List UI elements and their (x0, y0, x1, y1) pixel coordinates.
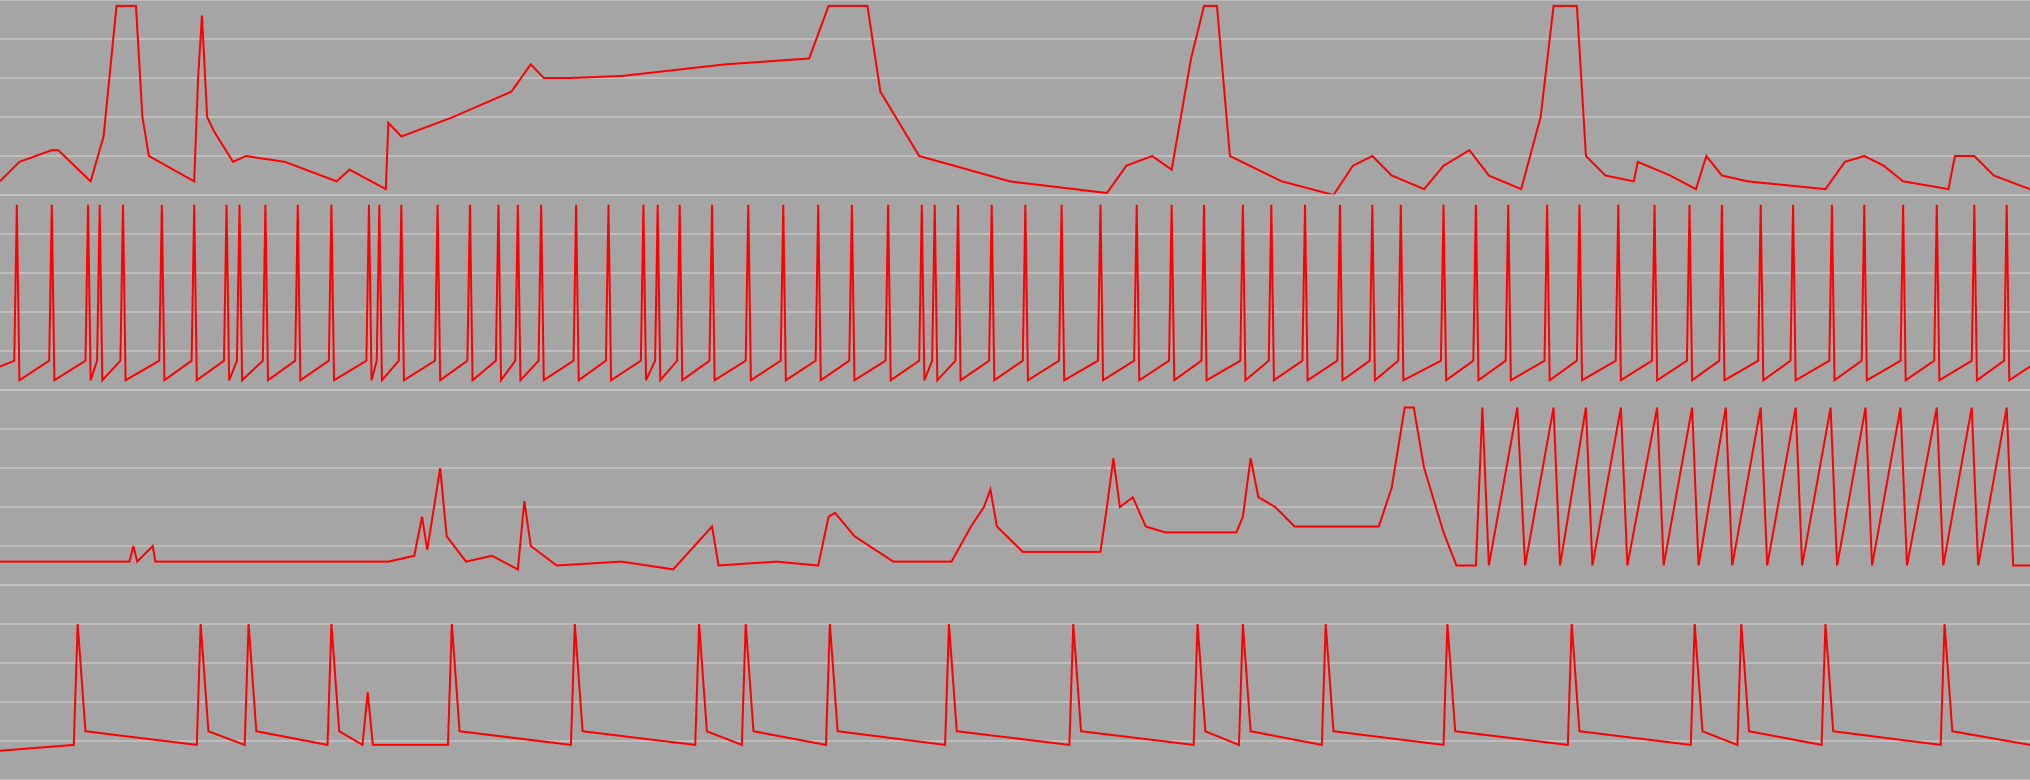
signal-trace (0, 623, 2030, 752)
signal-trace (0, 204, 2030, 384)
signal-trace (0, 4, 2030, 197)
signal-trace (0, 406, 2030, 571)
